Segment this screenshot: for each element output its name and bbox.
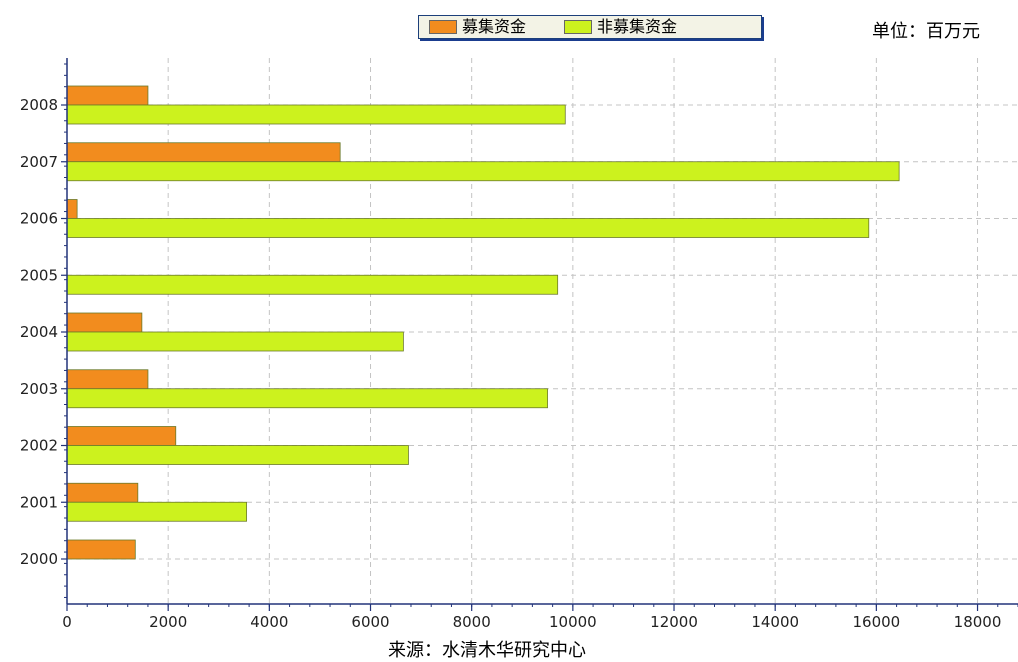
x-tick-label-8000: 8000 [453, 613, 491, 631]
y-tick-label-2004: 2004 [20, 323, 58, 341]
legend-item-raised-funds: 募集资金 [429, 17, 526, 37]
x-tick-label-18000: 18000 [954, 613, 1002, 631]
bar-raised-2007 [66, 142, 341, 163]
x-tick-label-10000: 10000 [549, 613, 597, 631]
bar-nonraised-2005 [66, 274, 559, 295]
x-tick-label-14000: 14000 [751, 613, 799, 631]
bar-nonraised-2008 [66, 104, 566, 125]
y-tick-label-2001: 2001 [20, 493, 58, 511]
bar-nonraised-2003 [66, 388, 548, 409]
legend: 募集资金 非募集资金 [418, 15, 762, 39]
y-tick-label-2007: 2007 [20, 153, 58, 171]
legend-label-raised-funds: 募集资金 [462, 17, 527, 36]
x-tick-label-2000: 2000 [149, 613, 187, 631]
legend-swatch-non-raised-funds [564, 20, 593, 34]
legend-label-non-raised-funds: 非募集资金 [597, 17, 678, 36]
bar-raised-2000 [66, 539, 136, 560]
bar-nonraised-2001 [66, 501, 247, 522]
bar-nonraised-2006 [66, 218, 870, 238]
bar-raised-2003 [66, 369, 149, 390]
x-tick-label-16000: 16000 [853, 613, 901, 631]
x-tick-label-6000: 6000 [351, 613, 389, 631]
x-tick-label-4000: 4000 [250, 613, 288, 631]
x-tick-label-12000: 12000 [650, 613, 698, 631]
bar-raised-2006 [66, 199, 78, 219]
bar-nonraised-2007 [66, 161, 900, 182]
source-label: 来源：水清木华研究中心 [388, 640, 586, 661]
unit-label: 单位：百万元 [872, 21, 980, 42]
bar-nonraised-2002 [66, 445, 409, 465]
y-tick-label-2003: 2003 [20, 380, 58, 398]
legend-swatch-raised-funds [429, 20, 457, 34]
bar-nonraised-2004 [66, 331, 404, 352]
legend-item-non-raised-funds: 非募集资金 [564, 17, 677, 37]
y-tick-label-2002: 2002 [20, 437, 58, 455]
bar-raised-2008 [66, 85, 149, 106]
x-tick-label-0: 0 [62, 613, 72, 631]
bar-raised-2001 [66, 482, 139, 503]
bar-raised-2002 [66, 426, 177, 446]
bar-raised-2004 [66, 312, 143, 333]
y-tick-label-2006: 2006 [20, 210, 58, 228]
y-tick-label-2005: 2005 [20, 266, 58, 284]
y-tick-label-2000: 2000 [20, 550, 58, 568]
y-tick-label-2008: 2008 [20, 96, 58, 114]
